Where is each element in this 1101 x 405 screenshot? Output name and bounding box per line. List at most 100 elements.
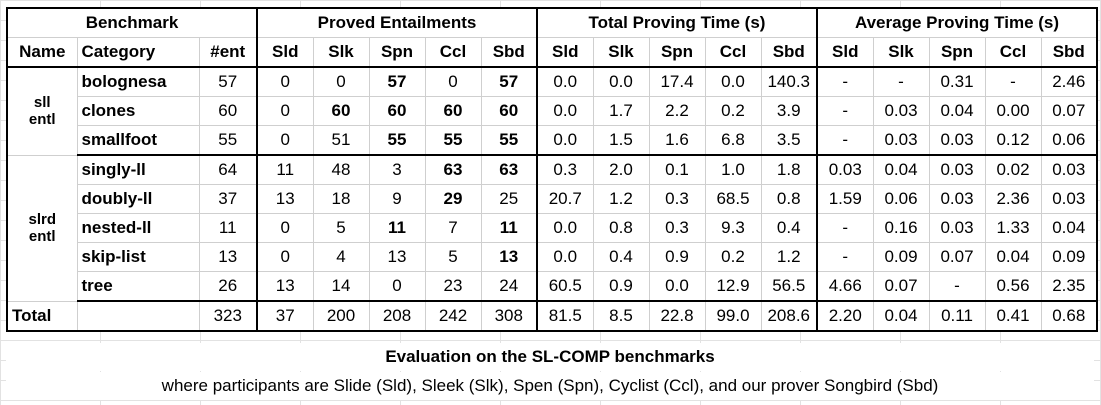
table-row: skip-list 13 0 4 13 5 13 0.0 0.4 0.9 0.2 1.2-0.09 0.… xyxy=(7,242,1098,272)
avg-time-cell: 0.03 xyxy=(1040,184,1098,214)
total-time-cell: 2.0 xyxy=(592,154,649,185)
ent-cell: 60 xyxy=(198,96,257,126)
proved-cell: 13 xyxy=(480,242,537,272)
header-row-columns: Name Category #ent Sld Slk Spn Ccl Sbd Sld Slk Spn… xyxy=(6,37,1098,68)
total-time-cell: 0.3 xyxy=(648,213,705,243)
total-proved-cell: 242 xyxy=(424,300,481,332)
total-time-cell: 0.1 xyxy=(648,154,705,185)
total-time-cell: 0.0 xyxy=(536,125,593,156)
total-time-cell: 0.0 xyxy=(536,213,593,243)
header-proved-ccl: Ccl xyxy=(424,37,481,68)
total-avg-cell: 0.41 xyxy=(984,300,1041,332)
proved-cell: 0 xyxy=(312,66,369,97)
proved-cell: 9 xyxy=(368,184,425,214)
total-time-sum-cell: 99.0 xyxy=(704,300,761,332)
avg-time-cell: 1.33 xyxy=(984,213,1041,243)
proved-cell: 55 xyxy=(480,125,537,156)
total-time-cell: 60.5 xyxy=(536,271,593,302)
total-time-cell: 0.4 xyxy=(592,242,649,272)
total-time-cell: 1.6 xyxy=(648,125,705,156)
proved-cell: 18 xyxy=(312,184,369,214)
avg-time-cell: - xyxy=(816,66,873,97)
proved-cell: 57 xyxy=(480,66,537,97)
total-time-cell: 0.8 xyxy=(592,213,649,243)
avg-time-cell: 0.02 xyxy=(984,154,1041,185)
proved-cell: 7 xyxy=(424,213,481,243)
total-time-cell: 1.8 xyxy=(760,154,817,185)
table-row: nested-ll 11 0 5 11 7 11 0.0 0.8 0.3 9.3 0.4-0.16 0.… xyxy=(7,213,1098,243)
proved-cell: 55 xyxy=(424,125,481,156)
header-row-groups: Benchmark Proved Entailments Total Proving… xyxy=(6,7,1098,38)
proved-cell: 4 xyxy=(312,242,369,272)
total-avg-cell: 0.11 xyxy=(928,300,985,332)
total-time-cell: 17.4 xyxy=(648,66,705,97)
group-name: slrd entl xyxy=(6,154,77,301)
table-row: tree 26 13 14 0 23 24 60.5 0.9 0.0 12.9 56.5 4.66 0.0… xyxy=(7,271,1098,302)
proved-cell: 11 xyxy=(368,213,425,243)
table-row: doubly-ll 37 13 18 9 29 25 20.7 1.2 0.3 68.5 0.8 1.5… xyxy=(7,184,1098,214)
proved-cell: 60 xyxy=(424,96,481,126)
header-benchmark: Benchmark xyxy=(6,7,257,38)
ent-cell: 55 xyxy=(198,125,257,156)
proved-cell: 23 xyxy=(424,271,481,302)
total-time-cell: 1.2 xyxy=(592,184,649,214)
total-time-cell: 12.9 xyxy=(704,271,761,302)
total-time-cell: 0.0 xyxy=(536,242,593,272)
avg-time-cell: 0.04 xyxy=(872,154,929,185)
avg-time-cell: 0.31 xyxy=(928,66,985,97)
table-row: smallfoot 55 0 51 55 55 55 0.0 1.5 1.6 6.8 3.5-0.03… xyxy=(7,125,1098,156)
proved-cell: 11 xyxy=(480,213,537,243)
header-total-sbd: Sbd xyxy=(760,37,817,68)
total-time-sum-cell: 8.5 xyxy=(592,300,649,332)
avg-time-cell: - xyxy=(816,125,873,156)
total-time-cell: 140.3 xyxy=(760,66,817,97)
avg-time-cell: 4.66 xyxy=(816,271,873,302)
total-time-sum-cell: 208.6 xyxy=(760,300,817,332)
avg-time-cell: 0.03 xyxy=(928,154,985,185)
header-avg-sbd: Sbd xyxy=(1040,37,1098,68)
avg-time-cell: 0.09 xyxy=(872,242,929,272)
proved-cell: 0 xyxy=(256,213,313,243)
total-time-cell: 1.0 xyxy=(704,154,761,185)
total-time-cell: 0.0 xyxy=(536,96,593,126)
total-row: Total 323 37 200 208 242 308 81.5 8.5 22.8 99.0 208… xyxy=(6,300,1098,332)
avg-time-cell: 2.36 xyxy=(984,184,1041,214)
group-name-line2: entl xyxy=(28,111,56,129)
header-proved-slk: Slk xyxy=(312,37,369,68)
proved-cell: 14 xyxy=(312,271,369,302)
total-time-cell: 68.5 xyxy=(704,184,761,214)
total-avg-cell: 0.04 xyxy=(872,300,929,332)
avg-time-cell: 0.06 xyxy=(872,184,929,214)
total-time-cell: 0.0 xyxy=(704,66,761,97)
avg-time-cell: 0.03 xyxy=(872,125,929,156)
proved-cell: 0 xyxy=(256,96,313,126)
total-time-cell: 20.7 xyxy=(536,184,593,214)
avg-time-cell: - xyxy=(816,96,873,126)
total-time-cell: 9.3 xyxy=(704,213,761,243)
table-row: clones 60 0 60 60 60 60 0.0 1.7 2.2 0.2 3.9-0.03 0.0… xyxy=(7,96,1098,126)
avg-time-cell: 0.03 xyxy=(872,96,929,126)
header-avg-spn: Spn xyxy=(928,37,985,68)
avg-time-cell: 0.07 xyxy=(1040,96,1098,126)
header-total-sld: Sld xyxy=(536,37,593,68)
total-proved-cell: 308 xyxy=(480,300,537,332)
total-proved-cell: 208 xyxy=(368,300,425,332)
category-cell: tree xyxy=(76,271,199,302)
avg-time-cell: 0.04 xyxy=(928,96,985,126)
total-time-cell: 2.2 xyxy=(648,96,705,126)
proved-cell: 5 xyxy=(424,242,481,272)
proved-cell: 60 xyxy=(368,96,425,126)
total-time-cell: 0.3 xyxy=(648,184,705,214)
avg-time-cell: 0.07 xyxy=(928,242,985,272)
category-cell: doubly-ll xyxy=(76,184,199,214)
proved-cell: 13 xyxy=(368,242,425,272)
proved-cell: 55 xyxy=(368,125,425,156)
avg-time-cell: 0.03 xyxy=(928,125,985,156)
total-time-cell: 0.2 xyxy=(704,96,761,126)
category-cell: clones xyxy=(76,96,199,126)
header-avg-slk: Slk xyxy=(872,37,929,68)
group-name-line1: slrd xyxy=(28,211,56,228)
total-time-cell: 3.5 xyxy=(760,125,817,156)
total-proved-cell: 37 xyxy=(256,300,313,332)
